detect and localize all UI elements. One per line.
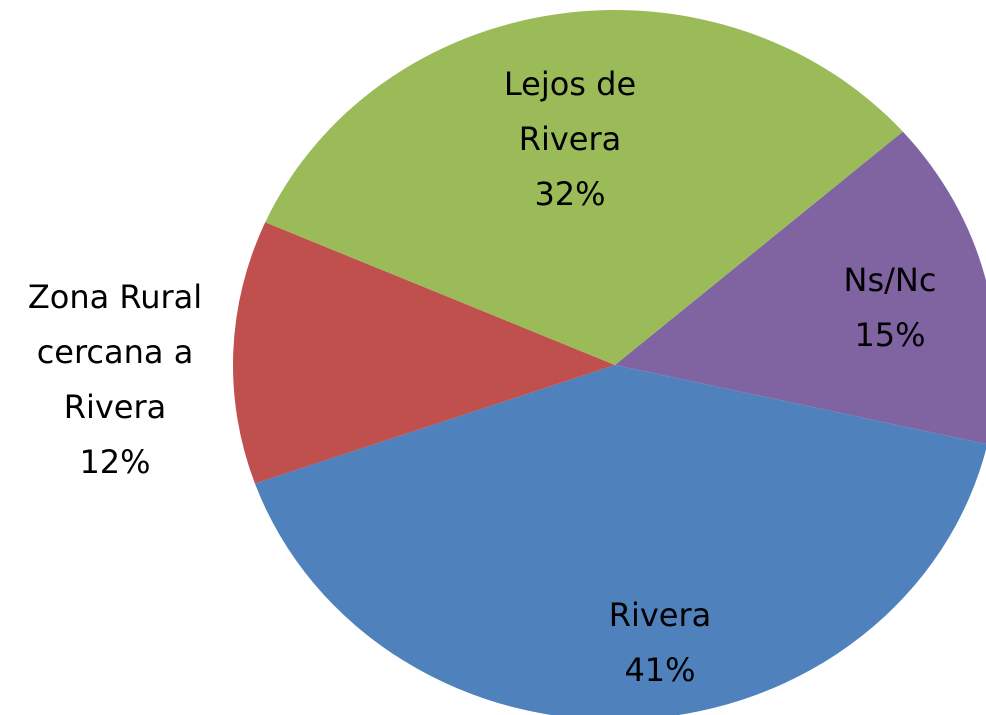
- slice-label: Ns/Nc 15%: [820, 253, 960, 363]
- slice-label: Zona Rural cercana a Rivera 12%: [8, 270, 223, 490]
- value-label: 41%: [624, 651, 696, 689]
- category-label: Rivera: [608, 596, 712, 634]
- value-label: 32%: [534, 175, 606, 213]
- category-label: Zona Rural cercana a Rivera: [27, 278, 203, 426]
- pie-slice: [233, 222, 615, 484]
- slice-label: Rivera 41%: [560, 588, 760, 698]
- pie-slice: [254, 365, 986, 715]
- pie-slice: [265, 9, 903, 365]
- pie-slice: [615, 131, 986, 444]
- value-label: 12%: [79, 443, 151, 481]
- slice-label: Lejos de Rivera 32%: [480, 57, 660, 222]
- category-label: Ns/Nc: [843, 261, 937, 299]
- category-label: Lejos de Rivera: [503, 65, 637, 158]
- value-label: 15%: [854, 316, 926, 354]
